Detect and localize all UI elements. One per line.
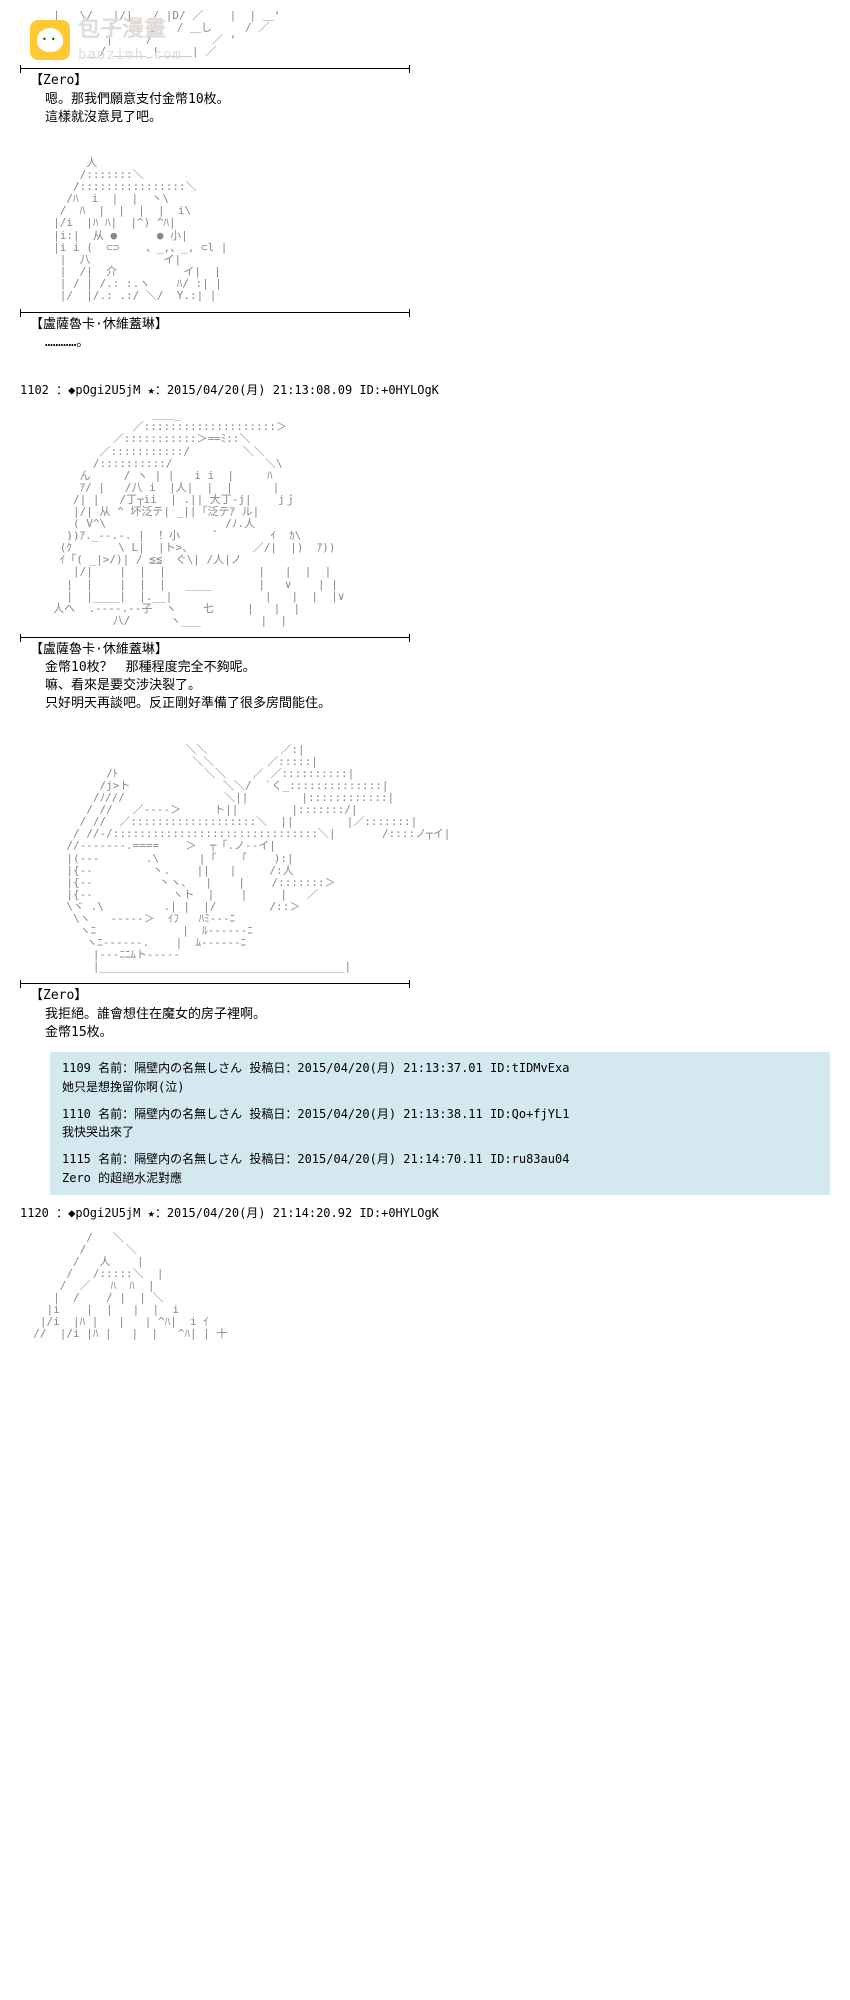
dialogue-line: 這樣就沒意見了吧。 bbox=[45, 109, 830, 127]
dialogue-text: 我拒絕。誰會想住在魔女的房子裡啊。 金幣15枚。 bbox=[45, 1006, 830, 1042]
reply-text: Zero 的超絕水泥對應 bbox=[62, 1170, 818, 1187]
reply-item: 1109 名前：隔壁内の名無しさん 投稿日：2015/04/20(月) 21:1… bbox=[62, 1060, 818, 1096]
speaker-label: 【盧薩魯卡·休維蓋琳】 bbox=[30, 641, 830, 659]
reply-text: 她只是想挽留你啊(泣) bbox=[62, 1079, 818, 1096]
dialogue-line: 嘛、看來是要交涉決裂了。 bbox=[45, 677, 830, 695]
reply-block: 1109 名前：隔壁内の名無しさん 投稿日：2015/04/20(月) 21:1… bbox=[50, 1052, 830, 1195]
reply-item: 1115 名前：隔壁内の名無しさん 投稿日：2015/04/20(月) 21:1… bbox=[62, 1151, 818, 1187]
dialogue-line: 只好明天再談吧。反正剛好準備了很多房間能住。 bbox=[45, 695, 830, 713]
speaker-label: 【Zero】 bbox=[30, 72, 830, 90]
dialogue-line: 金幣10枚？ 那種程度完全不夠呢。 bbox=[45, 659, 830, 677]
reply-meta: 1115 名前：隔壁内の名無しさん 投稿日：2015/04/20(月) 21:1… bbox=[62, 1151, 818, 1168]
reply-meta: 1110 名前：隔壁内の名無しさん 投稿日：2015/04/20(月) 21:1… bbox=[62, 1106, 818, 1123]
speaker-label: 【盧薩魯卡·休維蓋琳】 bbox=[30, 316, 830, 334]
watermark-url: baozimh.com bbox=[78, 46, 182, 66]
dialogue-line: 我拒絕。誰會想住在魔女的房子裡啊。 bbox=[45, 1006, 830, 1024]
reply-text: 我快哭出來了 bbox=[62, 1124, 818, 1141]
reply-meta: 1109 名前：隔壁内の名無しさん 投稿日：2015/04/20(月) 21:1… bbox=[62, 1060, 818, 1077]
post-header: 1120 ：◆pOgi2U5jM ★：2015/04/20(月) 21:14:2… bbox=[20, 1205, 830, 1222]
divider bbox=[20, 983, 410, 984]
watermark: 包子漫畫 baozimh.com bbox=[30, 15, 182, 65]
divider bbox=[20, 637, 410, 638]
dialogue-text: …………。 bbox=[45, 334, 830, 352]
watermark-title: 包子漫畫 bbox=[78, 15, 182, 46]
divider bbox=[20, 68, 410, 69]
divider bbox=[20, 312, 410, 313]
ascii-art-panel: / ＼ / ＼ / 人 | / /:::::＼ | / ／ ﾊ ﾊ | | / … bbox=[20, 1232, 830, 1341]
dialogue-line: 嗯。那我們願意支付金幣10枚。 bbox=[45, 91, 830, 109]
reply-item: 1110 名前：隔壁内の名無しさん 投稿日：2015/04/20(月) 21:1… bbox=[62, 1106, 818, 1142]
ascii-art-panel: ＼＼ ／:| ＼＼ ／:::::| /ﾄ ＼＼ ／ ／::::::::::| /… bbox=[20, 744, 830, 974]
dialogue-text: 嗯。那我們願意支付金幣10枚。 這樣就沒意見了吧。 bbox=[45, 91, 830, 127]
post-header: 1102 ：◆pOgi2U5jM ★：2015/04/20(月) 21:13:0… bbox=[20, 382, 830, 399]
dialogue-line: …………。 bbox=[45, 334, 830, 352]
speaker-label: 【Zero】 bbox=[30, 987, 830, 1005]
logo-icon bbox=[30, 20, 70, 60]
dialogue-line: 金幣15枚。 bbox=[45, 1024, 830, 1042]
ascii-art-panel: 人 /:::::::＼ /::::::::::::::::＼ /ﾊ i | | … bbox=[20, 157, 830, 302]
dialogue-text: 金幣10枚？ 那種程度完全不夠呢。 嘛、看來是要交涉決裂了。 只好明天再談吧。反… bbox=[45, 659, 830, 714]
ascii-art-panel: ＿＿_ ／::::::::::::::::::::＞ ／:::::::::::＞… bbox=[20, 409, 830, 627]
